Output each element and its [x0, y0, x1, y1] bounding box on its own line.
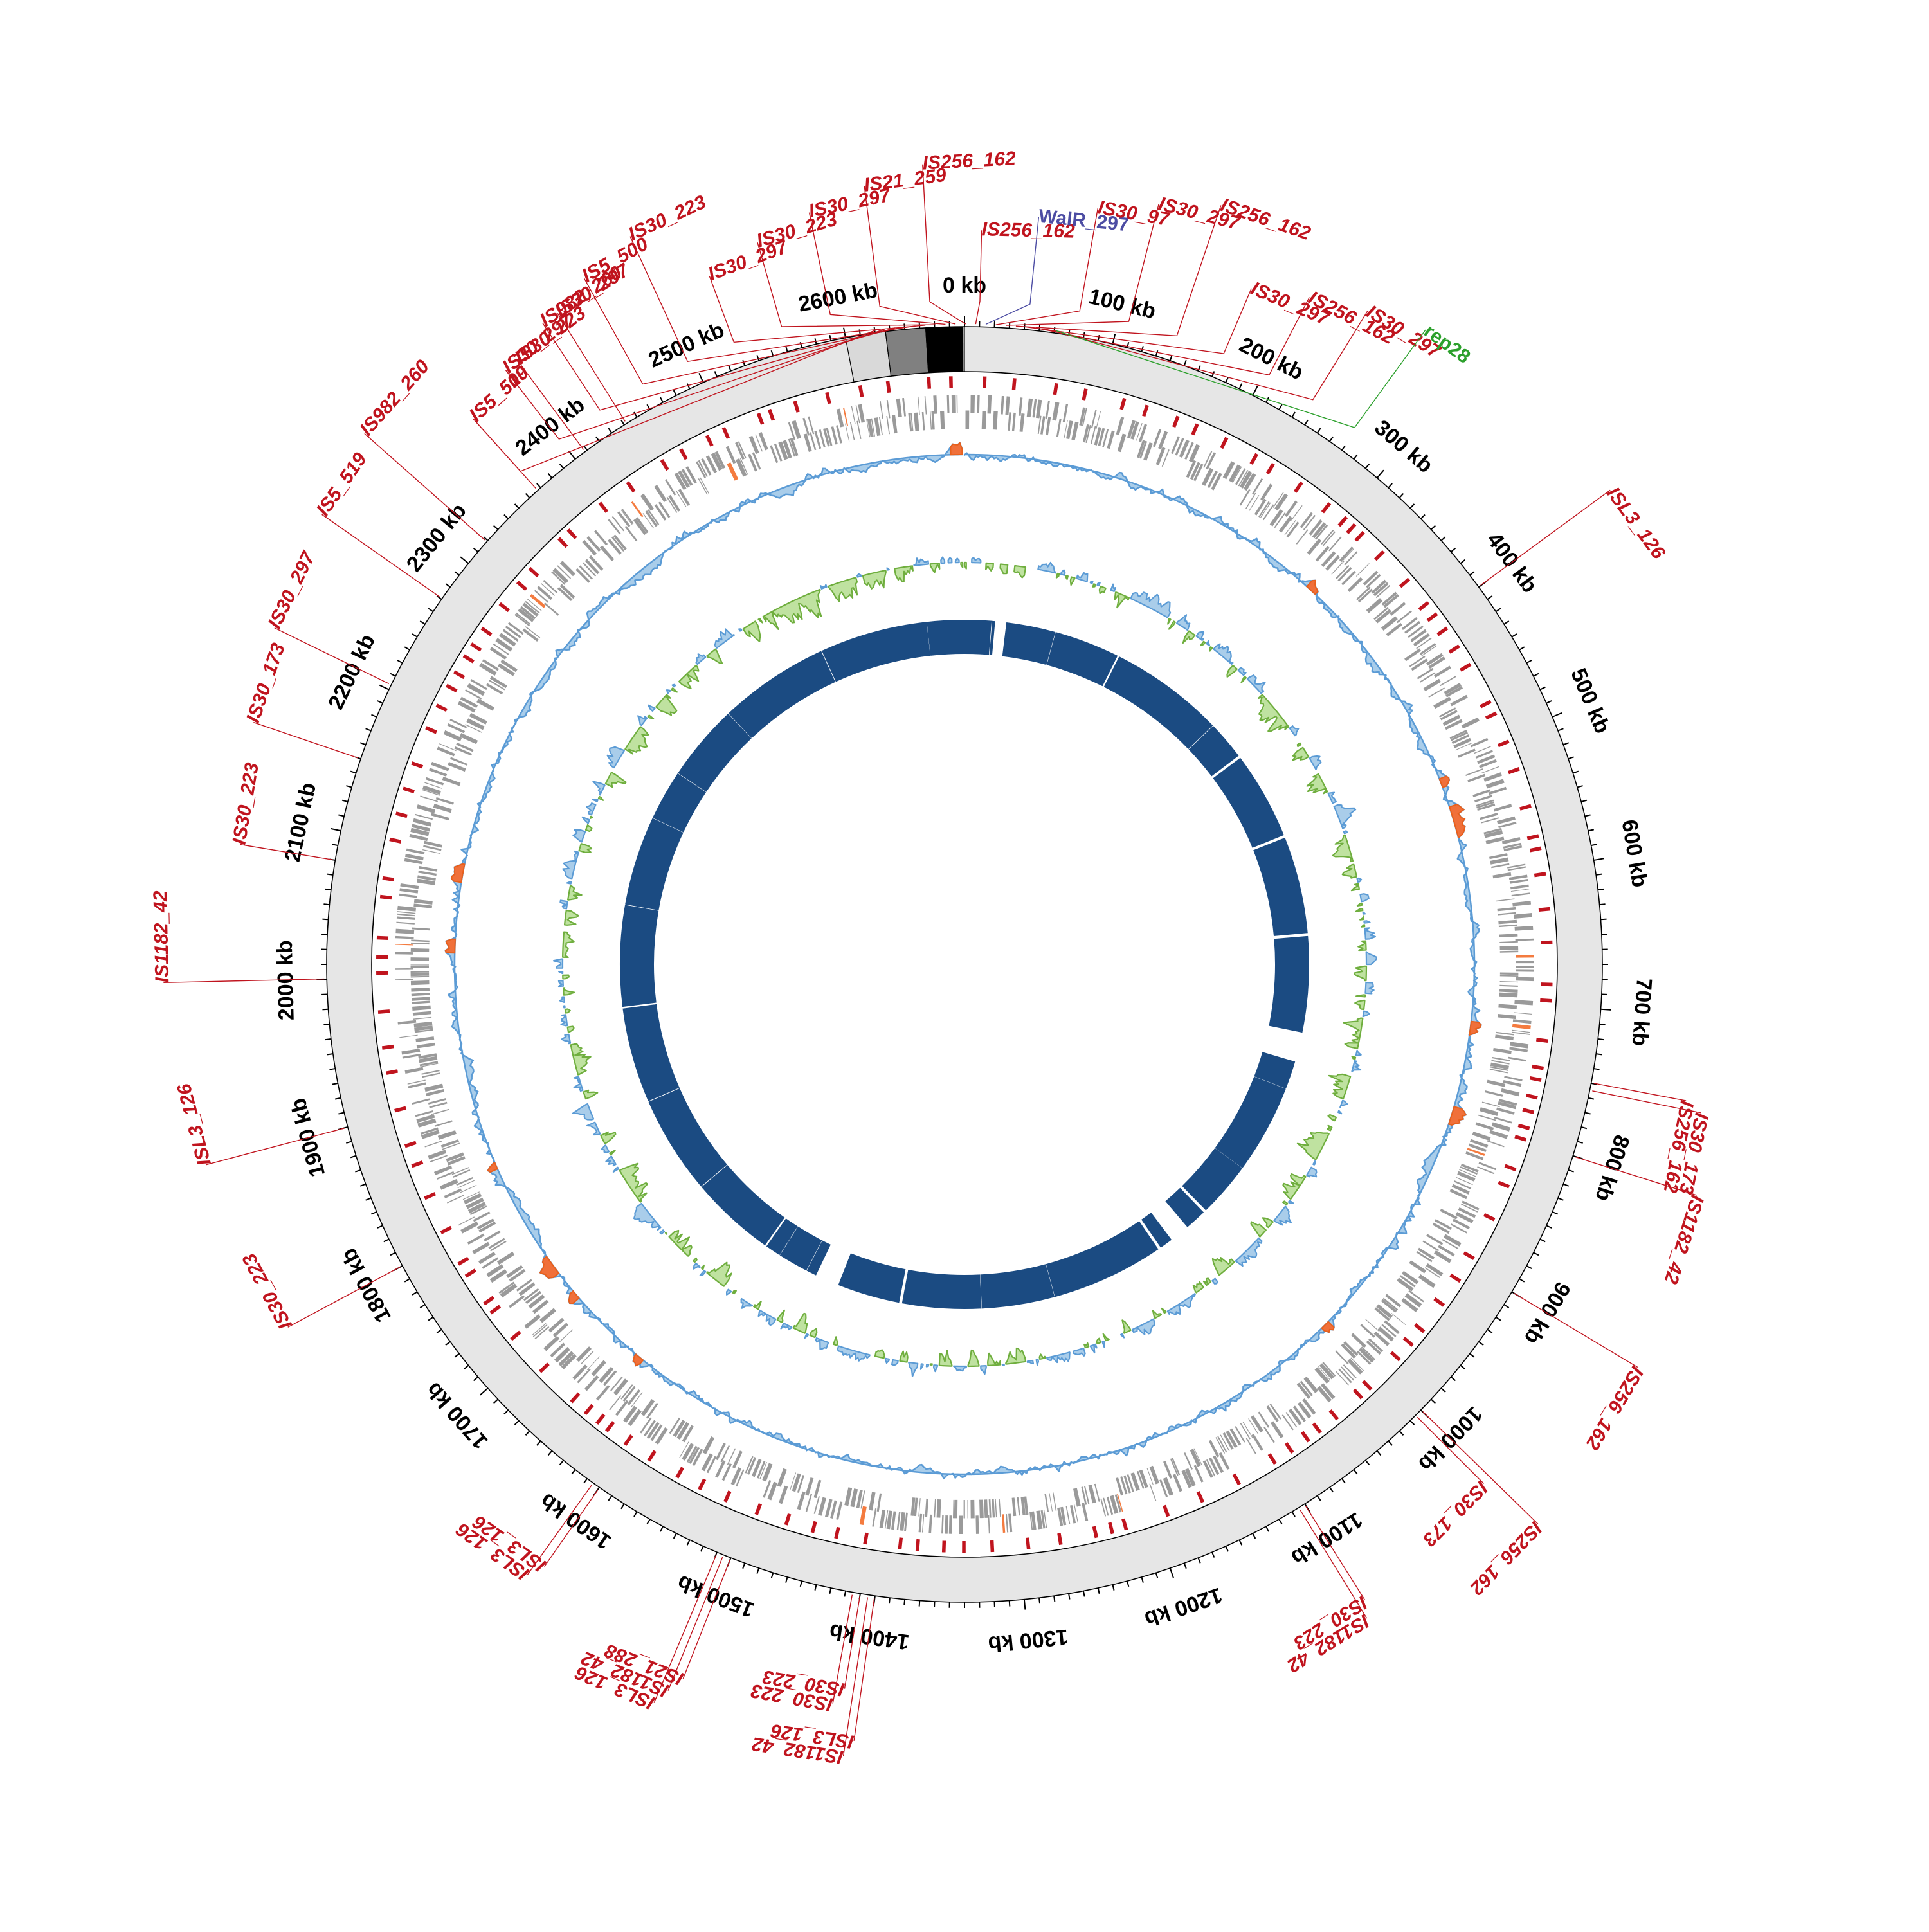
- svg-text:700 kb: 700 kb: [1627, 977, 1656, 1047]
- svg-text:IS1182_42: IS1182_42: [150, 890, 173, 983]
